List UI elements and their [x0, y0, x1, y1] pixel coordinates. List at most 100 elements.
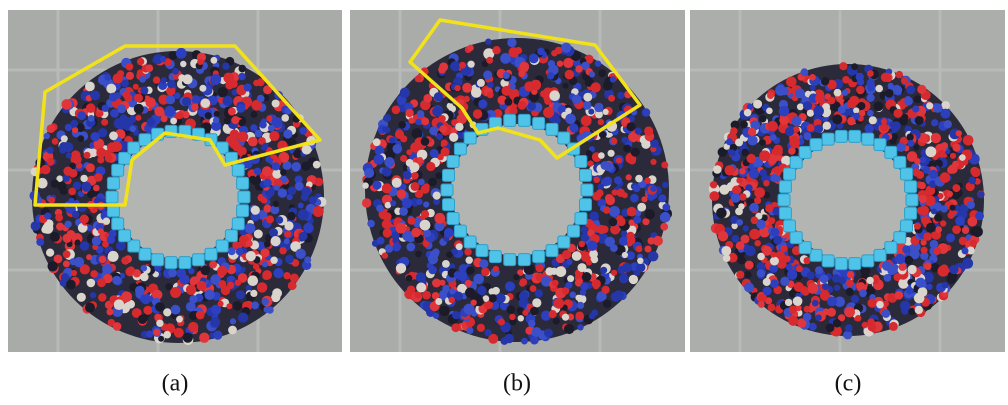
- person: [170, 287, 181, 298]
- person: [970, 240, 977, 247]
- person: [505, 281, 515, 291]
- person: [528, 320, 535, 327]
- person: [396, 263, 406, 273]
- stool: [139, 248, 151, 260]
- person: [70, 258, 77, 265]
- person: [103, 218, 110, 225]
- person: [313, 161, 321, 169]
- person: [770, 257, 779, 266]
- person: [477, 324, 485, 332]
- person: [239, 65, 247, 73]
- person: [426, 162, 435, 171]
- person: [793, 296, 803, 306]
- person: [661, 162, 668, 169]
- person: [915, 116, 924, 125]
- person: [451, 323, 460, 332]
- person: [926, 146, 937, 157]
- person: [631, 148, 640, 157]
- person: [536, 264, 544, 272]
- person: [759, 150, 770, 161]
- person: [176, 48, 187, 59]
- person: [532, 298, 541, 307]
- person: [792, 116, 802, 126]
- person: [221, 286, 231, 296]
- person: [67, 230, 76, 239]
- person: [298, 209, 309, 220]
- person: [487, 82, 494, 89]
- person: [165, 283, 172, 290]
- person: [63, 250, 71, 258]
- person: [916, 278, 926, 288]
- person: [857, 282, 865, 290]
- person: [662, 204, 670, 212]
- person: [423, 201, 429, 207]
- person: [967, 217, 977, 227]
- person: [68, 198, 74, 204]
- person: [44, 212, 51, 219]
- person: [759, 115, 766, 122]
- person: [745, 261, 754, 270]
- person: [47, 158, 55, 166]
- person: [577, 324, 583, 330]
- person: [288, 281, 297, 290]
- person: [64, 221, 71, 228]
- person: [72, 127, 78, 133]
- person: [842, 76, 850, 84]
- person: [781, 245, 788, 252]
- person: [367, 220, 375, 228]
- person: [421, 210, 429, 218]
- person: [50, 232, 60, 242]
- person: [969, 177, 977, 185]
- person: [555, 47, 563, 55]
- person: [170, 118, 177, 125]
- person: [562, 314, 569, 321]
- person: [117, 104, 126, 113]
- person: [926, 284, 932, 290]
- person: [598, 119, 604, 125]
- person: [428, 266, 437, 275]
- person: [44, 133, 50, 139]
- person: [947, 166, 955, 174]
- person: [421, 118, 429, 126]
- person: [228, 108, 236, 116]
- person: [160, 56, 166, 62]
- person: [780, 277, 789, 286]
- person: [261, 197, 267, 203]
- person: [610, 76, 616, 82]
- person: [952, 161, 959, 168]
- person: [77, 293, 86, 302]
- person: [809, 74, 816, 81]
- person: [944, 120, 952, 128]
- person: [189, 295, 197, 303]
- person: [262, 273, 269, 280]
- person: [893, 85, 903, 95]
- person: [662, 182, 668, 188]
- person: [505, 98, 513, 106]
- person: [481, 268, 490, 277]
- person: [921, 247, 928, 254]
- person: [147, 118, 156, 127]
- person: [575, 312, 584, 321]
- person: [583, 93, 592, 102]
- person: [557, 61, 563, 67]
- person: [104, 150, 111, 157]
- person: [218, 301, 224, 307]
- person: [135, 286, 145, 296]
- person: [749, 229, 760, 240]
- person: [373, 138, 381, 146]
- person: [521, 338, 528, 345]
- person: [591, 82, 601, 92]
- person: [904, 256, 913, 265]
- person: [570, 292, 577, 299]
- person: [80, 215, 89, 224]
- stool: [447, 156, 459, 168]
- person: [887, 266, 896, 275]
- person: [582, 272, 592, 282]
- person: [934, 247, 942, 255]
- person: [731, 193, 741, 203]
- person: [868, 298, 877, 307]
- person: [63, 167, 72, 176]
- person: [725, 165, 735, 175]
- person: [815, 125, 824, 134]
- person: [434, 92, 443, 101]
